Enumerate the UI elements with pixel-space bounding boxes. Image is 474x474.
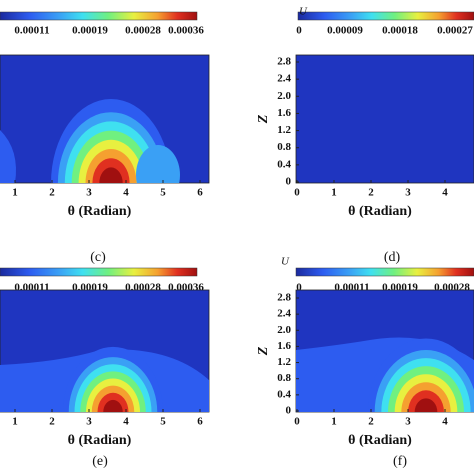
y-tick-label: 2.8 bbox=[277, 292, 291, 304]
x-tick-label: 4 bbox=[123, 187, 129, 199]
plot-area bbox=[295, 54, 474, 184]
x-tick-label: 1 bbox=[12, 416, 18, 428]
x-tick-label: 1 bbox=[331, 187, 337, 199]
x-tick-label: 2 bbox=[49, 416, 55, 428]
y-axis-label: Z bbox=[256, 346, 271, 356]
y-tick-label: 0 bbox=[286, 405, 292, 417]
x-axis-label: θ (Radian) bbox=[68, 204, 132, 219]
y-tick-label: 1.6 bbox=[277, 107, 291, 119]
panel-caption: (d) bbox=[384, 250, 401, 265]
x-tick-label: 1 bbox=[12, 187, 18, 199]
x-tick-label: 4 bbox=[442, 416, 448, 428]
contour bbox=[99, 167, 123, 183]
x-tick-label: 2 bbox=[368, 187, 374, 199]
colorbar-tick-label: 0.00036 bbox=[168, 25, 204, 37]
y-tick-label: 2.0 bbox=[277, 324, 291, 336]
colorbar-tick-label: 0.00018 bbox=[382, 25, 418, 37]
x-tick-label: 5 bbox=[160, 416, 166, 428]
y-tick-label: 2.0 bbox=[277, 90, 291, 102]
x-tick-label: 4 bbox=[123, 416, 129, 428]
contour bbox=[0, 130, 16, 183]
y-tick-label: 0 bbox=[286, 176, 292, 188]
colorbar-tick-label: 0 bbox=[296, 25, 302, 37]
y-tick-label: 2.4 bbox=[277, 308, 291, 320]
y-tick-label: 0.8 bbox=[277, 372, 291, 384]
colorbar bbox=[297, 11, 474, 21]
y-tick-label: 1.2 bbox=[277, 124, 291, 136]
colorbar-symbol: U bbox=[299, 6, 308, 18]
colorbar-tick-label: 0.00028 bbox=[125, 25, 161, 37]
colorbar-tick-label: 0.00027 bbox=[437, 25, 473, 37]
colorbar bbox=[0, 267, 198, 277]
contour bbox=[103, 399, 123, 412]
x-tick-label: 1 bbox=[331, 416, 337, 428]
x-tick-label: 6 bbox=[197, 416, 203, 428]
x-tick-label: 5 bbox=[160, 187, 166, 199]
colorbar-tick-label: 0.00011 bbox=[14, 25, 49, 37]
contours bbox=[0, 346, 209, 412]
x-tick-label: 3 bbox=[405, 187, 411, 199]
contours bbox=[296, 337, 474, 412]
y-tick-label: 1.2 bbox=[277, 356, 291, 368]
x-tick-label: 2 bbox=[368, 416, 374, 428]
x-tick-label: 2 bbox=[49, 187, 55, 199]
x-axis-label: θ (Radian) bbox=[348, 433, 412, 448]
x-tick-label: 6 bbox=[197, 187, 203, 199]
y-tick-label: 1.6 bbox=[277, 340, 291, 352]
x-axis-label: θ (Radian) bbox=[348, 204, 412, 219]
x-tick-label: 3 bbox=[405, 416, 411, 428]
y-tick-label: 0.8 bbox=[277, 141, 291, 153]
panel-caption: (c) bbox=[90, 250, 106, 265]
x-axis-label: θ (Radian) bbox=[68, 433, 132, 448]
contour bbox=[136, 145, 180, 183]
contour bbox=[414, 398, 438, 412]
x-tick-label: 3 bbox=[86, 416, 92, 428]
colorbar-symbol: U bbox=[281, 256, 290, 268]
x-tick-label: 4 bbox=[442, 187, 448, 199]
contours bbox=[0, 99, 180, 183]
panel-caption: (e) bbox=[92, 454, 108, 469]
panel-caption: (f) bbox=[393, 454, 407, 469]
y-tick-label: 0.4 bbox=[277, 158, 291, 170]
colorbar-tick-label: 0.00019 bbox=[72, 25, 108, 37]
colorbar bbox=[0, 11, 198, 21]
x-tick-label: 0 bbox=[294, 187, 300, 199]
colorbar-tick-label: 0.00009 bbox=[327, 25, 363, 37]
x-tick-label: 3 bbox=[86, 187, 92, 199]
y-tick-label: 2.8 bbox=[277, 56, 291, 68]
y-tick-label: 0.4 bbox=[277, 388, 291, 400]
y-tick-label: 2.4 bbox=[277, 73, 291, 85]
x-tick-label: 0 bbox=[294, 416, 300, 428]
colorbar-tick-label: 0 bbox=[296, 282, 302, 294]
colorbar bbox=[295, 267, 474, 277]
y-axis-label: Z bbox=[256, 114, 271, 124]
